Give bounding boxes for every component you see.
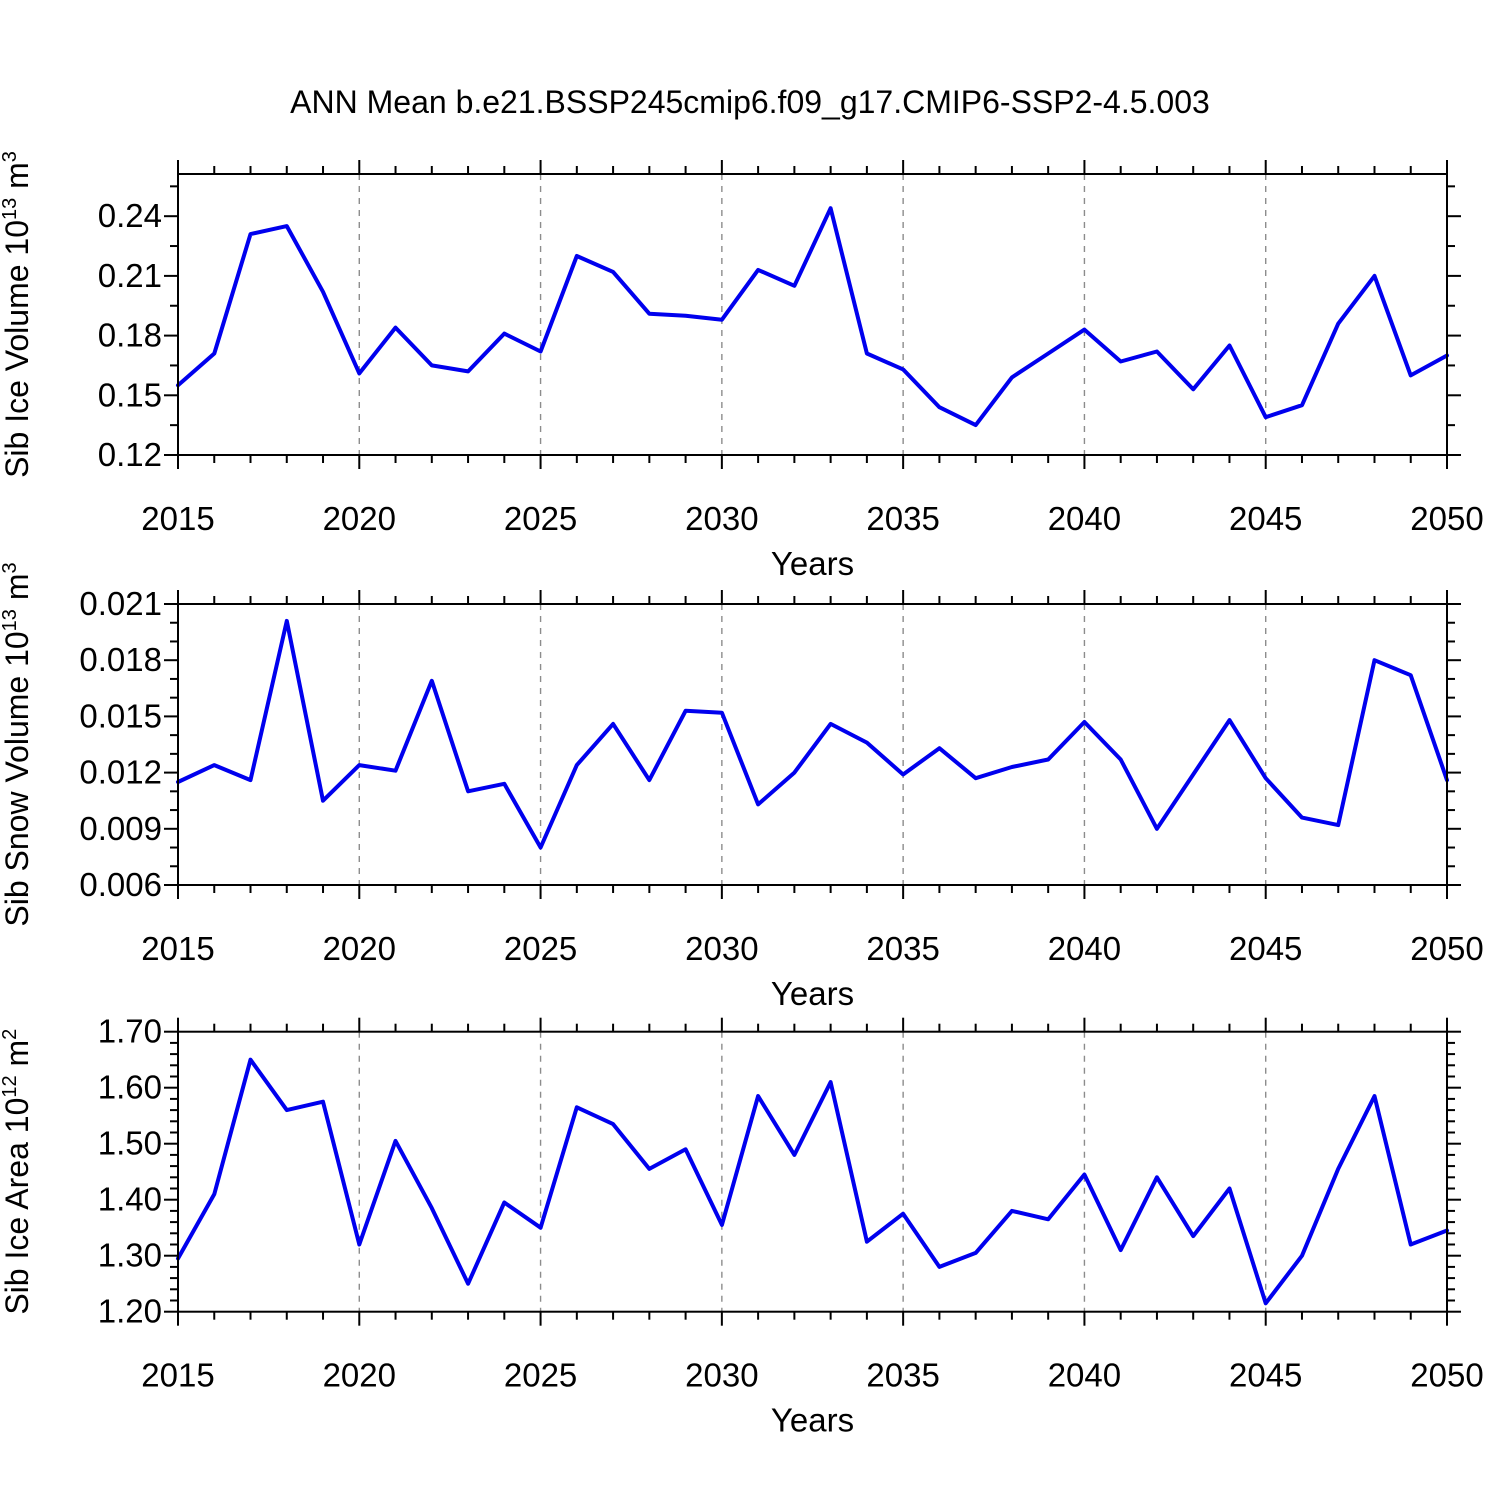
y-tick-label: 0.12: [98, 436, 162, 473]
y-tick-label: 0.24: [98, 197, 162, 234]
x-tick-label: 2030: [685, 930, 758, 967]
x-tick-label: 2040: [1048, 500, 1121, 537]
y-tick-label: 0.012: [79, 754, 162, 791]
y-axis-title-sup: 13: [0, 198, 21, 220]
x-tick-label: 2015: [141, 500, 214, 537]
x-tick-label: 2050: [1410, 930, 1483, 967]
x-tick-label: 2045: [1229, 500, 1302, 537]
x-tick-label: 2035: [866, 1357, 939, 1394]
y-axis-title-text: m: [0, 1040, 35, 1076]
y-tick-label: 0.006: [79, 866, 162, 903]
plot-frame-sib-snow-volume: [177, 603, 1448, 886]
y-axis-title-sup: 12: [0, 1075, 21, 1097]
x-tick-label: 2035: [866, 930, 939, 967]
x-tick-label: 2030: [685, 1357, 758, 1394]
y-axis-title-sib-ice-area: Sib Ice Area 1012 m2: [0, 1029, 35, 1315]
y-tick-label: 1.70: [98, 1013, 162, 1050]
y-axis-title-sib-ice-volume: Sib Ice Volume 1013 m3: [0, 151, 35, 478]
series-line-sib-ice-volume: [176, 206, 1449, 428]
y-axis-title-sib-snow-volume: Sib Snow Volume 1013 m3: [0, 562, 35, 926]
x-tick-label: 2025: [504, 930, 577, 967]
x-tick-label: 2040: [1048, 930, 1121, 967]
y-tick-label: 0.018: [79, 641, 162, 678]
y-tick-label: 0.21: [98, 257, 162, 294]
y-axis-title-text: Sib Ice Volume 10: [0, 220, 35, 478]
x-axis-title-sib-ice-volume: Years: [771, 545, 854, 582]
y-tick-label: 1.20: [98, 1293, 162, 1330]
plot-frame-sib-ice-area: [177, 1030, 1448, 1313]
y-axis-title-sup: 3: [0, 562, 21, 573]
x-axis-title-sib-ice-area: Years: [771, 1402, 854, 1439]
y-axis-title-sup: 3: [0, 151, 21, 162]
x-tick-label: 2020: [323, 930, 396, 967]
series-line-sib-ice-area: [176, 1057, 1449, 1306]
y-axis-title-sup: 13: [0, 609, 21, 631]
y-tick-label: 0.015: [79, 697, 162, 734]
y-axis-title-text: Sib Ice Area 10: [0, 1098, 35, 1315]
x-tick-label: 2050: [1410, 500, 1483, 537]
x-tick-label: 2045: [1229, 930, 1302, 967]
y-axis-title-text: m: [0, 574, 35, 610]
y-tick-label: 0.18: [98, 317, 162, 354]
x-tick-label: 2015: [141, 1357, 214, 1394]
x-tick-label: 2025: [504, 1357, 577, 1394]
y-tick-label: 0.009: [79, 810, 162, 847]
series-line-sib-snow-volume: [176, 618, 1449, 850]
x-tick-label: 2020: [323, 1357, 396, 1394]
plot-frame-sib-ice-volume: [177, 173, 1448, 456]
y-tick-label: 1.50: [98, 1125, 162, 1162]
x-axis-title-sib-snow-volume: Years: [771, 975, 854, 1012]
figure-title: ANN Mean b.e21.BSSP245cmip6.f09_g17.CMIP…: [290, 84, 1210, 120]
y-tick-label: 1.30: [98, 1237, 162, 1274]
x-tick-label: 2025: [504, 500, 577, 537]
y-axis-title-text: Sib Snow Volume 10: [0, 631, 35, 926]
y-tick-label: 1.60: [98, 1069, 162, 1106]
y-tick-label: 0.15: [98, 376, 162, 413]
y-tick-label: 0.021: [79, 585, 162, 622]
x-tick-label: 2030: [685, 500, 758, 537]
y-axis-title-text: m: [0, 162, 35, 198]
x-tick-label: 2035: [866, 500, 939, 537]
x-tick-label: 2015: [141, 930, 214, 967]
x-tick-label: 2050: [1410, 1357, 1483, 1394]
x-tick-label: 2020: [323, 500, 396, 537]
x-tick-label: 2040: [1048, 1357, 1121, 1394]
y-axis-title-sup: 2: [0, 1029, 21, 1040]
y-tick-label: 1.40: [98, 1181, 162, 1218]
x-tick-label: 2045: [1229, 1357, 1302, 1394]
